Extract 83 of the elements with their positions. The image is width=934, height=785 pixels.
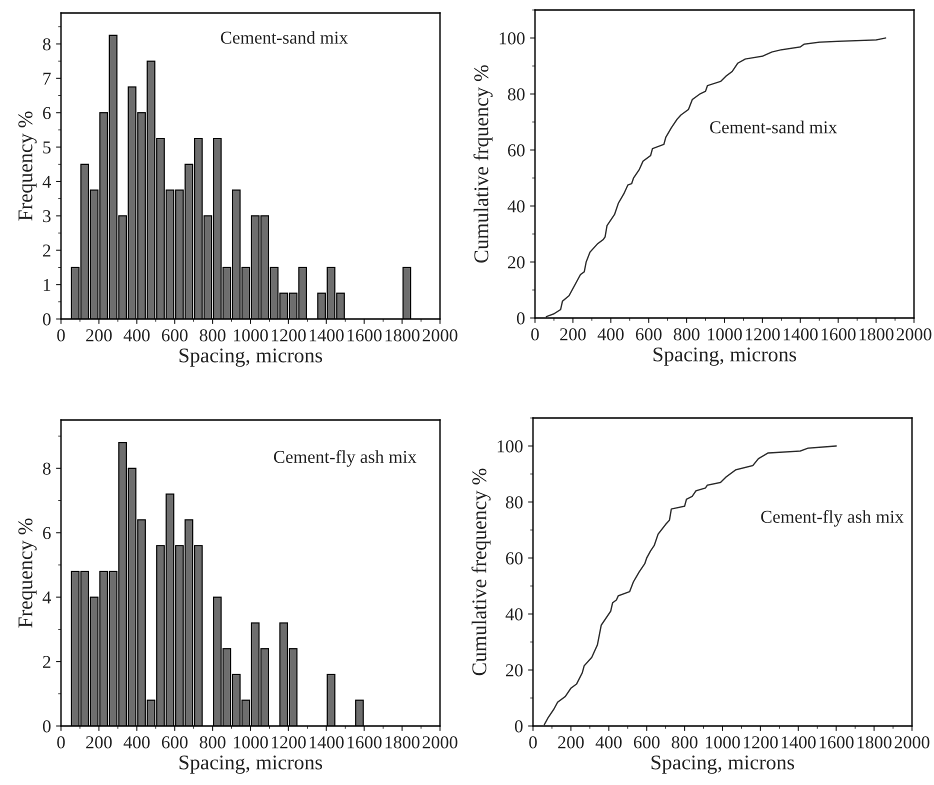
x-tick-label: 800 [200,736,226,748]
x-tick-label: 1200 [272,329,306,342]
y-axis-title: Frequency % [18,111,37,221]
x-tick-label: 400 [124,329,150,342]
x-tick-label: 600 [636,328,662,340]
y-tick-label: 20 [506,664,523,676]
x-tick-label: 400 [598,328,624,340]
x-tick-label: 800 [674,328,700,340]
x-tick-label: 400 [124,736,150,748]
y-tick-label: 40 [508,200,525,212]
x-tick-label: 1600 [822,328,856,340]
y-axis-title: Frequency % [18,518,37,628]
y-tick-label: 100 [498,440,523,452]
x-tick-label: 400 [596,736,622,748]
line-series [546,37,886,318]
x-tick-label: 0 [57,736,65,748]
y-tick-label: 80 [508,88,525,100]
x-tick-label: 2000 [894,736,930,748]
x-tick-label: 1400 [310,329,344,342]
annotation: Cement-fly ash mix [274,450,416,467]
x-tick-label: 1400 [310,736,344,748]
y-tick-label: 60 [508,144,525,156]
y-tick-label: 8 [42,462,51,475]
x-axis-title: Spacing, microns [180,348,322,367]
annotation: Cement-fly ash mix [761,510,904,527]
x-tick-label: 1800 [858,736,892,748]
y-tick-label: 4 [42,176,51,188]
x-tick-label: 1800 [386,736,420,748]
x-tick-label: 1600 [820,736,854,748]
y-axis-title: Cumulative frquency % [473,65,493,263]
y-tick-label: 80 [506,496,523,508]
y-tick-label: 0 [516,312,525,324]
y-tick-label: 1 [44,278,50,291]
x-tick-label: 0 [531,328,539,340]
x-tick-label: 1600 [348,329,382,342]
x-tick-label: 1400 [782,736,816,748]
y-tick-label: 2 [43,656,50,668]
x-tick-label: 200 [86,329,112,342]
x-tick-label: 200 [86,736,112,748]
x-tick-label: 600 [162,329,188,342]
x-tick-label: 2000 [422,329,458,342]
x-tick-label: 1600 [348,736,382,748]
y-tick-label: 100 [500,32,525,44]
x-tick-label: 1000 [706,736,740,748]
x-tick-label: 2000 [422,736,458,748]
y-tick-label: 5 [43,142,51,154]
x-tick-label: 1000 [708,328,742,340]
x-tick-label: 600 [634,736,660,748]
y-tick-label: 6 [43,107,51,120]
x-tick-label: 1800 [386,329,420,342]
x-axis-title: Spacing, microns [654,347,796,366]
x-tick-label: 1400 [784,328,818,340]
x-tick-label: 600 [162,736,188,748]
y-axis-title: Cumulative frequency % [471,468,491,676]
x-tick-label: 800 [200,329,226,342]
y-tick-label: 60 [506,552,523,564]
y-tick-label: 0 [514,720,523,732]
y-tick-label: 40 [506,608,523,620]
y-tick-label: 6 [43,527,51,540]
y-tick-label: 2 [43,244,50,256]
x-tick-label: 1200 [746,328,780,340]
x-tick-label: 0 [529,736,537,748]
y-tick-label: 0 [42,313,51,326]
x-tick-label: 1800 [860,328,894,340]
y-tick-label: 8 [42,38,51,50]
x-tick-label: 1200 [744,736,778,748]
x-tick-label: 1000 [234,736,268,748]
x-tick-label: 2000 [896,328,932,340]
y-tick-label: 20 [508,256,525,268]
x-tick-label: 0 [57,329,65,342]
x-tick-label: 200 [560,328,586,340]
annotation: Cement-sand mix [220,31,348,44]
y-tick-label: 7 [43,72,51,85]
x-axis-title: Spacing, microns [652,755,794,774]
x-tick-label: 1200 [272,736,306,748]
y-tick-label: 3 [43,210,51,222]
x-tick-label: 200 [558,736,584,748]
annotation: Cement-sand mix [710,120,837,134]
x-axis-title: Spacing, microns [180,755,322,774]
x-tick-label: 1000 [234,329,268,342]
x-tick-label: 800 [672,736,698,748]
y-tick-label: 0 [42,720,51,732]
y-tick-label: 4 [42,592,51,604]
